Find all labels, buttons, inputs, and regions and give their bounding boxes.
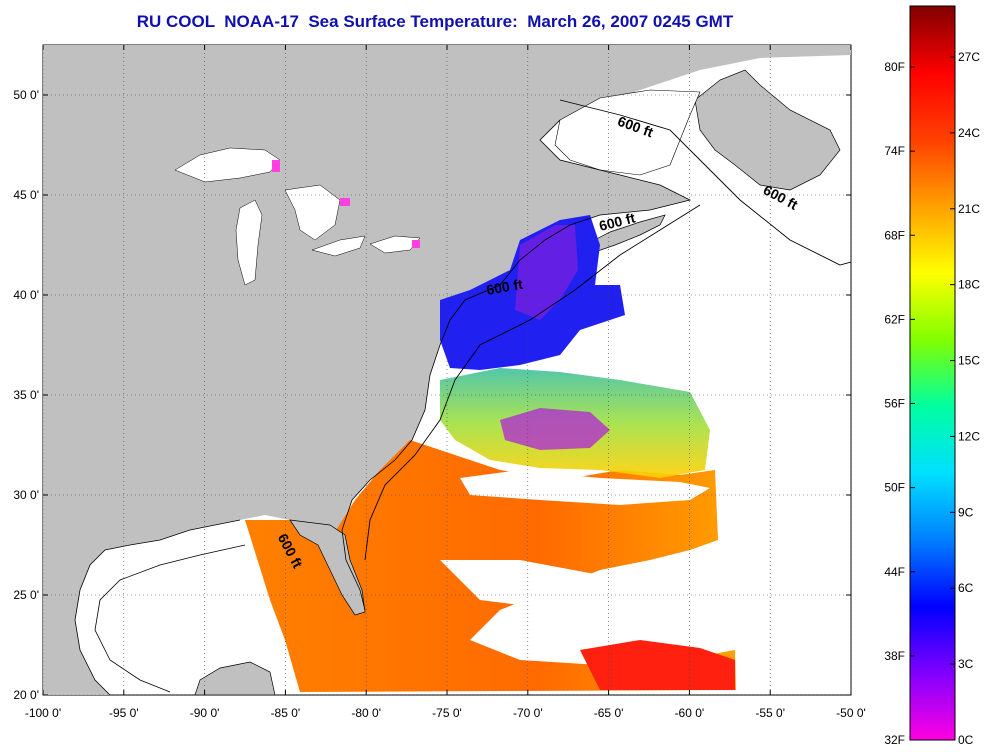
gulf-coastline [74, 519, 241, 695]
map-title: RU COOL NOAA-17 Sea Surface Temperature:… [136, 12, 734, 31]
colorbar-ramp [909, 5, 956, 741]
cloud-gap [440, 560, 705, 630]
colorbar-labels: 80F 74F 68F 62F 56F 50F 44F 38F 32F 27C 24C 21C 18C 1… [884, 50, 980, 747]
lon-tick-label: -75 0' [432, 706, 462, 720]
colorbar-c-label: 9C [958, 505, 974, 519]
east-coastline [341, 119, 692, 611]
colorbar-f-label: 32F [884, 733, 905, 747]
lake-huron [284, 184, 341, 241]
lon-tick-label: -70 0' [513, 706, 543, 720]
lon-tick-label: -80 0' [351, 706, 381, 720]
colorbar-f-label: 38F [884, 649, 905, 663]
colorbar-f-label: 50F [884, 481, 905, 495]
colorbar-c-label: 21C [958, 202, 980, 216]
lon-tick-label: -50 0' [836, 706, 866, 720]
lat-tick-label: 45 0' [13, 188, 39, 202]
lat-tick-label: 50 0' [13, 88, 39, 102]
lon-tick-label: -55 0' [755, 706, 785, 720]
cloud-gap [460, 470, 710, 505]
lake-temp-spot [340, 198, 350, 206]
colorbar-f-label: 68F [884, 228, 905, 242]
sst-hot-patch [580, 640, 735, 690]
colorbar-c-label: 18C [958, 278, 980, 292]
land-yucatan [194, 661, 276, 695]
lon-tick-label: -95 0' [109, 706, 139, 720]
shelf-600ft-contour [559, 99, 851, 266]
colorbar-c-label: 3C [958, 657, 974, 671]
shelf-600ft-contour-inner [364, 204, 701, 561]
sst-cold-pocket [500, 408, 610, 450]
water-st-lawrence [554, 89, 701, 176]
colorbar-f-label: 80F [884, 60, 905, 74]
lon-tick-label: -90 0' [190, 706, 220, 720]
lon-tick-label: -65 0' [594, 706, 624, 720]
map-axes: -100 0' -95 0' -90 0' -85 0' -80 0' -75 0' -70… [13, 45, 866, 720]
lat-tick-label: 35 0' [13, 388, 39, 402]
colorbar-f-label: 62F [884, 312, 905, 326]
lat-tick-label: 20 0' [13, 688, 39, 702]
colorbar-f-label: 44F [884, 565, 905, 579]
colorbar-c-label: 24C [958, 126, 980, 140]
gulf-600ft-contour [94, 544, 246, 693]
lake-erie [311, 235, 366, 257]
sst-cold-core [515, 225, 578, 320]
lat-tick-label: 30 0' [13, 488, 39, 502]
colorbar-c-label: 27C [958, 50, 980, 64]
colorbar-c-label: 12C [958, 429, 980, 443]
lake-michigan [235, 199, 263, 286]
graticule [43, 45, 851, 695]
land-newfoundland [694, 69, 841, 191]
sst-map: -100 0' -95 0' -90 0' -85 0' -80 0' -75 0' -70… [13, 44, 866, 720]
colorbar-c-label: 0C [958, 733, 974, 747]
lon-tick-label: -60 0' [675, 706, 705, 720]
colorbar-f-label: 74F [884, 144, 905, 158]
depth-contour-label: 600 ft [485, 276, 524, 298]
colorbar-c-label: 15C [958, 354, 980, 368]
lon-tick-label: -85 0' [271, 706, 301, 720]
lake-temp-spot [272, 160, 280, 172]
lat-tick-label: 40 0' [13, 288, 39, 302]
colorbar-f-label: 56F [884, 397, 905, 411]
lake-temp-spot [412, 240, 420, 248]
colorbar-c-label: 6C [958, 581, 974, 595]
land-nova-scotia [584, 214, 666, 253]
lat-tick-label: 25 0' [13, 588, 39, 602]
lon-tick-label: -100 0' [25, 706, 61, 720]
